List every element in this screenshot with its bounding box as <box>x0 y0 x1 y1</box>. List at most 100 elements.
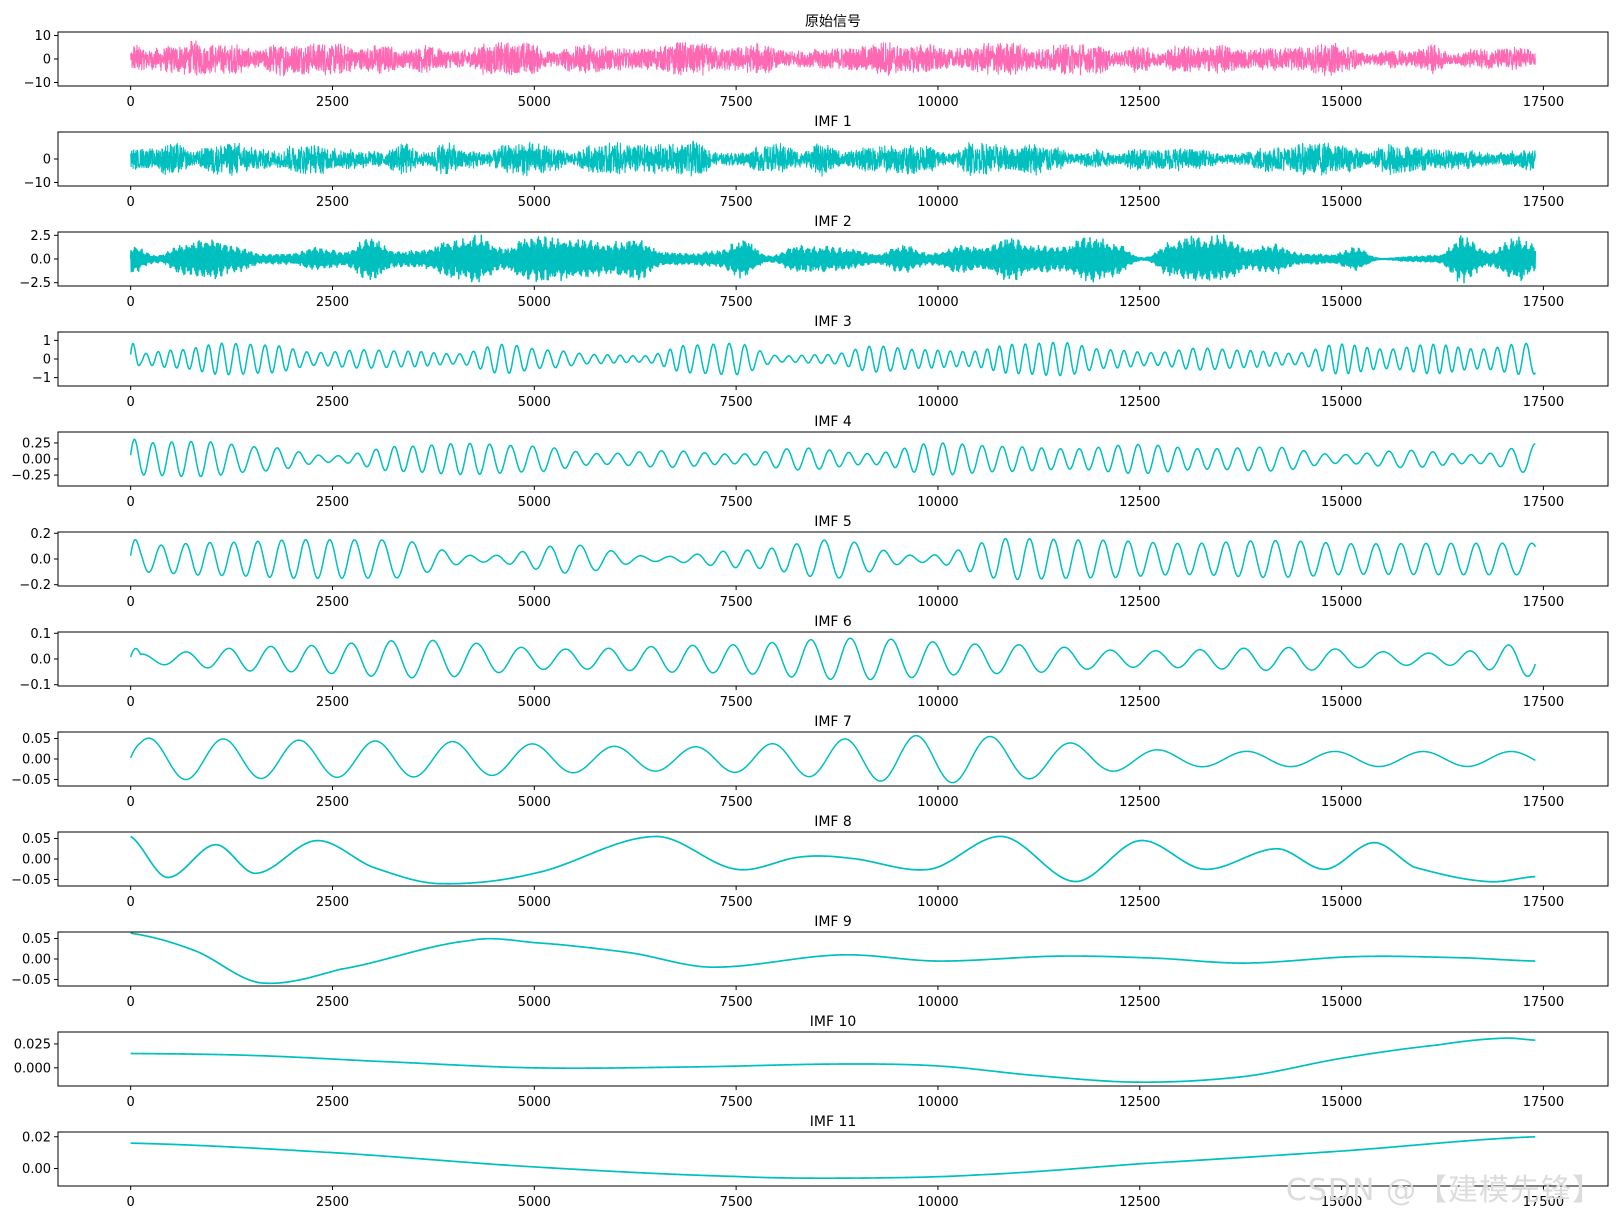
x-tick-label-6-5: 12500 <box>1119 695 1160 710</box>
x-tick-label-2-6: 15000 <box>1321 295 1362 310</box>
x-tick-label-8-6: 15000 <box>1321 895 1362 910</box>
x-tick-label-10-3: 7500 <box>720 1095 753 1110</box>
x-tick-label-0-2: 5000 <box>518 95 551 110</box>
y-tick-label-3-1: 0 <box>43 353 51 368</box>
y-tick-label-0-0: 10 <box>34 29 51 44</box>
y-tick-label-9-1: 0.00 <box>22 953 51 968</box>
subplot-9: IMF 9 0.05 0.00 −0.05 0 2500 5000 7500 10000 1250… <box>11 914 1609 1010</box>
x-tick-label-4-0: 0 <box>127 495 135 510</box>
series-line-9 <box>130 932 1536 985</box>
x-tick-label-7-0: 0 <box>127 795 135 810</box>
x-tick-label-5-7: 17500 <box>1523 595 1564 610</box>
subplot-title-0: 原始信号 <box>805 14 861 30</box>
y-tick-label-6-0: 0.1 <box>30 627 51 642</box>
series-line-6 <box>129 637 1537 681</box>
x-tick-label-8-0: 0 <box>127 895 135 910</box>
x-tick-label-0-7: 17500 <box>1523 95 1564 110</box>
x-tick-label-1-1: 2500 <box>316 195 349 210</box>
x-tick-label-6-7: 17500 <box>1523 695 1564 710</box>
x-tick-label-7-4: 10000 <box>917 795 958 810</box>
y-tick-label-0-1: 0 <box>43 53 51 68</box>
subplot-title-4: IMF 4 <box>814 414 852 430</box>
y-tick-label-1-1: −10 <box>24 176 51 191</box>
x-tick-label-0-1: 2500 <box>316 95 349 110</box>
x-tick-label-5-3: 7500 <box>720 595 753 610</box>
x-tick-label-6-4: 10000 <box>917 695 958 710</box>
x-tick-label-5-2: 5000 <box>518 595 551 610</box>
y-tick-label-7-0: 0.05 <box>22 732 51 747</box>
subplot-title-11: IMF 11 <box>810 1114 857 1130</box>
subplot-11: IMF 11 0.02 0.00 0 2500 5000 7500 10000 12500 150… <box>22 1114 1609 1210</box>
x-tick-label-11-1: 2500 <box>316 1195 349 1210</box>
x-tick-label-2-3: 7500 <box>720 295 753 310</box>
csdn-watermark: CSDN @【建模先锋】 <box>1285 1173 1603 1208</box>
x-tick-label-9-7: 17500 <box>1523 995 1564 1010</box>
axes-frame-11 <box>57 1131 1609 1187</box>
y-tick-label-1-0: 0 <box>43 153 51 168</box>
subplot-title-9: IMF 9 <box>814 914 852 930</box>
x-tick-label-11-2: 5000 <box>518 1195 551 1210</box>
x-tick-label-10-1: 2500 <box>316 1095 349 1110</box>
x-tick-label-2-1: 2500 <box>316 295 349 310</box>
subplot-4: IMF 4 0.25 0.00−0.25 0 2500 5000 7500 10000 1250… <box>11 414 1609 510</box>
x-tick-label-0-5: 12500 <box>1119 95 1160 110</box>
series-line-5 <box>129 537 1536 581</box>
x-tick-label-8-7: 17500 <box>1523 895 1564 910</box>
x-tick-label-4-6: 15000 <box>1321 495 1362 510</box>
x-tick-label-4-1: 2500 <box>316 495 349 510</box>
y-tick-label-5-0: 0.2 <box>30 527 51 542</box>
y-tick-label-11-1: 0.00 <box>22 1162 51 1177</box>
x-tick-label-11-0: 0 <box>127 1195 135 1210</box>
series-line-0 <box>130 40 1536 77</box>
subplot-1: IMF 1 0 −10 0 2500 5000 7500 10000 12500 15000 175… <box>24 114 1609 210</box>
subplot-title-1: IMF 1 <box>814 114 852 130</box>
y-tick-label-2-0: 2.5 <box>30 229 51 244</box>
x-tick-label-0-4: 10000 <box>917 95 958 110</box>
y-tick-label-8-2: −0.05 <box>11 873 51 888</box>
x-tick-label-3-2: 5000 <box>518 395 551 410</box>
x-tick-label-9-2: 5000 <box>518 995 551 1010</box>
x-tick-label-7-1: 2500 <box>316 795 349 810</box>
subplot-title-3: IMF 3 <box>814 314 852 330</box>
subplot-title-5: IMF 5 <box>814 514 852 530</box>
x-tick-label-5-6: 15000 <box>1321 595 1362 610</box>
axes-frame-7 <box>57 731 1609 787</box>
y-tick-label-9-2: −0.05 <box>11 973 51 988</box>
x-tick-label-4-2: 5000 <box>518 495 551 510</box>
y-tick-label-10-1: 0.000 <box>14 1061 51 1076</box>
series-line-2 <box>129 234 1537 284</box>
axes-frame-4 <box>57 431 1609 487</box>
y-tick-label-8-0: 0.05 <box>22 832 51 847</box>
y-tick-label-5-1: 0.0 <box>30 553 51 568</box>
x-tick-label-10-5: 12500 <box>1119 1095 1160 1110</box>
x-tick-label-10-4: 10000 <box>917 1095 958 1110</box>
x-tick-label-1-3: 7500 <box>720 195 753 210</box>
y-tick-label-10-0: 0.025 <box>14 1037 51 1052</box>
subplot-title-2: IMF 2 <box>814 214 852 230</box>
subplot-6: IMF 6 0.1 0.0 −0.1 0 2500 5000 7500 10000 12500 15… <box>19 614 1609 710</box>
x-tick-label-3-4: 10000 <box>917 395 958 410</box>
x-tick-label-7-5: 12500 <box>1119 795 1160 810</box>
x-tick-label-9-3: 7500 <box>720 995 753 1010</box>
x-tick-label-5-4: 10000 <box>917 595 958 610</box>
subplot-title-6: IMF 6 <box>814 614 852 630</box>
x-tick-label-6-6: 15000 <box>1321 695 1362 710</box>
series-line-1 <box>130 140 1536 177</box>
x-tick-label-1-4: 10000 <box>917 195 958 210</box>
x-tick-label-8-3: 7500 <box>720 895 753 910</box>
series-line-11 <box>130 1135 1536 1180</box>
subplot-0: 原始信号 10 0 −10 0 2500 5000 7500 10000 12500 15000 17… <box>24 14 1609 110</box>
axes-frame-3 <box>57 331 1609 387</box>
y-tick-label-0-2: −10 <box>24 76 51 91</box>
axes-frame-5 <box>57 531 1609 587</box>
subplot-title-10: IMF 10 <box>810 1014 857 1030</box>
x-tick-label-11-5: 12500 <box>1119 1195 1160 1210</box>
y-tick-label-6-1: 0.0 <box>30 653 51 668</box>
y-tick-label-9-0: 0.05 <box>22 932 51 947</box>
x-tick-label-0-3: 7500 <box>720 95 753 110</box>
subplot-5: IMF 5 0.2 0.0 −0.2 0 2500 5000 7500 10000 12500 15… <box>19 514 1609 610</box>
x-tick-label-0-0: 0 <box>127 95 135 110</box>
x-tick-label-2-7: 17500 <box>1523 295 1564 310</box>
series-line-3 <box>129 341 1536 377</box>
y-tick-label-7-2: −0.05 <box>11 773 51 788</box>
